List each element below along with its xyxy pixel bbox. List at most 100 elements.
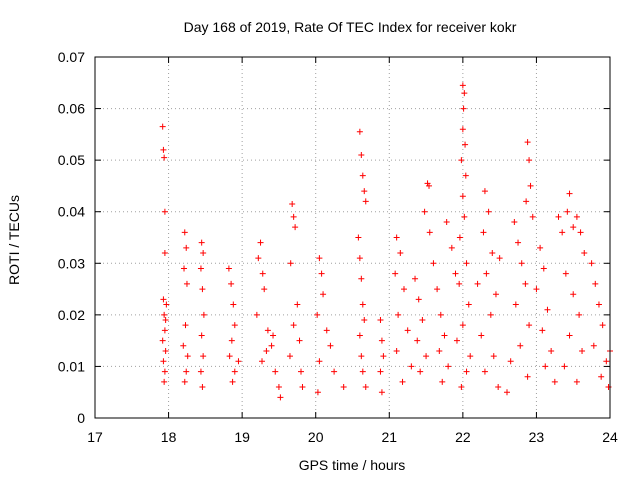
data-point	[401, 286, 407, 293]
data-point	[460, 105, 467, 112]
data-point	[296, 337, 303, 344]
data-point	[290, 322, 297, 329]
data-point	[378, 337, 385, 344]
data-point	[496, 255, 503, 262]
data-point	[199, 384, 206, 391]
data-point	[415, 296, 422, 303]
data-point	[183, 368, 190, 375]
data-point	[362, 198, 369, 205]
data-point	[421, 208, 428, 215]
data-point	[228, 337, 235, 344]
data-point	[539, 327, 546, 334]
data-point	[564, 208, 571, 215]
data-point	[362, 384, 369, 391]
data-point	[458, 157, 465, 164]
data-point	[485, 208, 492, 215]
data-point	[404, 327, 411, 334]
data-point	[588, 260, 595, 267]
data-point	[592, 280, 599, 287]
data-point	[599, 322, 606, 329]
data-point	[529, 213, 536, 220]
data-point	[481, 188, 488, 195]
data-point	[423, 353, 430, 360]
data-point	[235, 358, 242, 365]
chart-title: Day 168 of 2019, Rate Of TEC Index for r…	[184, 19, 517, 35]
data-point	[263, 347, 270, 354]
y-tick-label: 0	[77, 410, 85, 426]
data-point	[518, 260, 525, 267]
data-point	[430, 260, 437, 267]
data-point	[603, 358, 610, 365]
data-point	[577, 229, 584, 236]
data-point	[161, 368, 168, 375]
data-point	[182, 322, 189, 329]
data-point	[414, 337, 421, 344]
data-point	[160, 296, 167, 303]
data-point	[200, 249, 207, 256]
data-point	[159, 123, 166, 130]
data-point	[161, 311, 168, 318]
data-point	[287, 260, 294, 267]
data-point	[361, 188, 368, 195]
y-tick-label: 0.05	[58, 152, 85, 168]
data-point	[259, 270, 266, 277]
data-point	[198, 239, 205, 246]
x-tick-label: 24	[602, 429, 618, 445]
data-point	[316, 255, 323, 262]
x-tick-label: 22	[455, 429, 471, 445]
y-tick-label: 0.01	[58, 358, 85, 374]
y-tick-label: 0.03	[58, 255, 85, 271]
data-point	[515, 239, 522, 246]
data-point	[417, 368, 424, 375]
data-point	[229, 378, 236, 385]
data-point	[253, 311, 260, 318]
data-point	[511, 219, 518, 226]
data-point	[226, 353, 233, 360]
data-point	[162, 317, 169, 324]
data-point	[566, 190, 573, 197]
data-point	[359, 368, 366, 375]
data-point	[439, 378, 446, 385]
data-point	[161, 327, 168, 334]
data-point	[270, 332, 277, 339]
data-point	[340, 384, 347, 391]
data-point	[318, 270, 325, 277]
data-point	[465, 301, 472, 308]
x-tick-label: 21	[381, 429, 397, 445]
data-point	[507, 358, 514, 365]
data-point	[526, 322, 533, 329]
data-point	[197, 265, 204, 272]
data-point	[356, 332, 363, 339]
data-point	[527, 182, 534, 189]
y-axis-label: ROTI / TECUs	[6, 195, 22, 285]
data-point	[183, 244, 190, 251]
x-tick-label: 19	[234, 429, 250, 445]
data-point	[298, 368, 304, 375]
data-point	[434, 286, 441, 293]
data-point	[463, 368, 470, 375]
data-point	[441, 332, 448, 339]
data-point	[490, 353, 497, 360]
data-point	[257, 239, 264, 246]
data-point	[323, 327, 330, 334]
data-point	[286, 353, 293, 360]
data-point	[377, 368, 384, 375]
data-point	[481, 368, 488, 375]
data-point	[160, 358, 167, 365]
x-tick-label: 23	[529, 429, 545, 445]
data-point	[264, 327, 271, 334]
data-point	[551, 378, 558, 385]
data-point	[492, 291, 499, 298]
data-point	[331, 368, 338, 375]
data-point	[199, 286, 206, 293]
data-point	[537, 244, 544, 251]
data-point	[255, 255, 262, 262]
data-point	[299, 384, 306, 391]
data-point	[452, 270, 459, 277]
data-point	[573, 378, 580, 385]
data-point	[478, 332, 485, 339]
data-point	[456, 234, 463, 241]
data-point	[462, 172, 469, 179]
data-point	[524, 139, 531, 146]
data-point	[361, 317, 368, 324]
